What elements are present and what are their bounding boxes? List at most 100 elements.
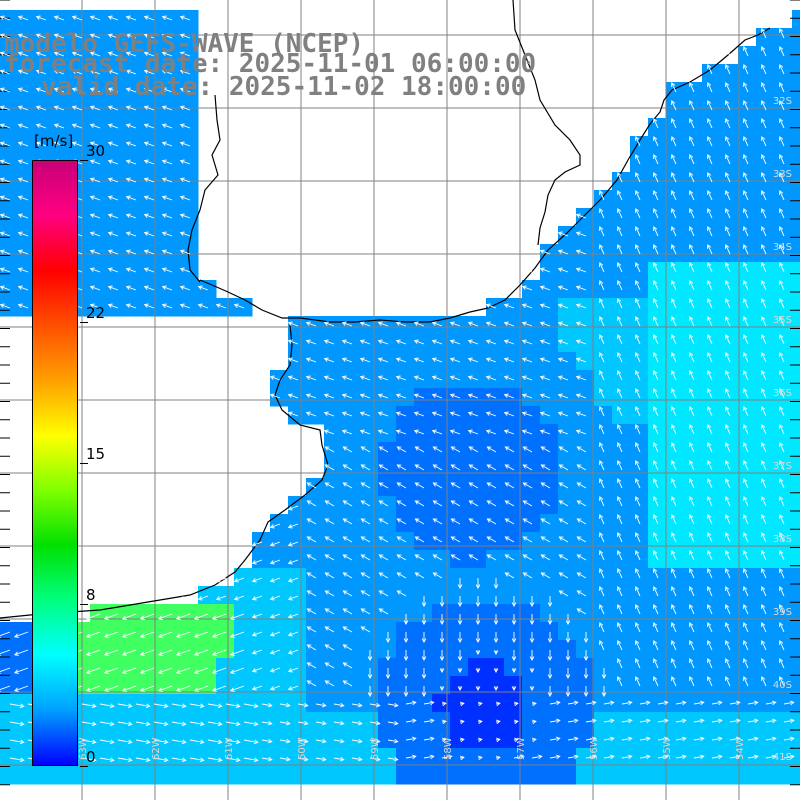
field-cell: [468, 568, 487, 587]
model-title: modelo GEFS-WAVE (NCEP): [4, 29, 365, 59]
field-cell: [108, 766, 127, 785]
wind-arrow: [81, 757, 97, 763]
wind-arrow: [431, 321, 443, 327]
wind-arrow: [707, 298, 713, 309]
wind-arrow: [725, 190, 731, 201]
wind-arrow: [125, 249, 137, 255]
field-cell: [486, 586, 505, 605]
field-cell: [108, 712, 127, 731]
wind-arrow: [378, 572, 389, 579]
wind-arrow: [743, 298, 749, 309]
wind-arrow: [521, 357, 533, 363]
field-cell: [630, 694, 649, 713]
wind-arrow: [725, 442, 731, 453]
field-cell: [18, 640, 37, 659]
wind-arrow: [121, 667, 137, 674]
wind-arrow: [251, 631, 263, 637]
wind-arrow: [305, 411, 317, 417]
wind-arrow: [287, 541, 299, 547]
wind-arrow: [324, 590, 335, 597]
wind-arrow: [207, 703, 223, 709]
wind-arrow: [125, 195, 137, 201]
wind-arrow: [378, 608, 389, 615]
wind-arrow: [707, 154, 713, 165]
field-cell: [522, 640, 541, 659]
field-cell: [54, 10, 73, 29]
field-cell: [486, 748, 505, 767]
field-cell: [288, 352, 307, 371]
wind-arrow: [635, 550, 641, 561]
wind-arrow: [305, 321, 317, 327]
wind-arrow: [529, 614, 535, 625]
field-cell: [720, 694, 739, 713]
field-cell: [378, 712, 397, 731]
wind-arrow: [689, 280, 695, 291]
field-cell: [414, 658, 433, 677]
wind-arrow: [599, 496, 605, 507]
wind-arrow: [360, 518, 371, 525]
wind-arrow: [707, 280, 713, 291]
wind-arrow: [725, 226, 731, 237]
field-cell: [396, 622, 415, 641]
wind-arrow: [689, 532, 695, 543]
wind-arrow: [603, 718, 615, 724]
wind-arrow: [385, 668, 391, 679]
wind-arrow: [403, 686, 409, 697]
field-cell: [468, 334, 487, 353]
field-cell: [18, 244, 37, 263]
field-cell: [126, 208, 145, 227]
field-cell: [198, 604, 217, 623]
wind-arrow: [529, 686, 535, 691]
field-cell: [450, 334, 469, 353]
wind-arrow: [306, 662, 317, 669]
wind-arrow: [297, 738, 309, 744]
wind-arrow: [341, 393, 353, 399]
wind-arrow: [575, 303, 587, 309]
wind-arrow: [653, 118, 659, 129]
field-cell: [630, 766, 649, 785]
wind-arrow: [89, 159, 101, 165]
wind-arrow: [725, 244, 731, 255]
wind-arrow: [121, 613, 137, 620]
wind-arrow: [117, 739, 133, 745]
field-cell: [342, 424, 361, 443]
wind-arrow: [403, 632, 409, 643]
wind-arrow: [333, 702, 345, 708]
wind-arrow: [511, 668, 517, 673]
wind-arrow: [211, 685, 227, 692]
field-cell: [288, 496, 307, 515]
field-cell: [360, 712, 379, 731]
wind-arrow: [107, 213, 119, 219]
wind-arrow: [653, 406, 659, 417]
wind-arrow: [557, 339, 569, 345]
wind-arrow: [725, 424, 731, 435]
field-cell: [486, 730, 505, 749]
field-cell: [126, 190, 145, 209]
field-cell: [792, 640, 800, 659]
wind-arrow: [17, 105, 29, 111]
field-cell: [252, 550, 271, 569]
wind-arrow: [360, 446, 371, 453]
wind-arrow: [35, 123, 47, 129]
wind-arrow: [35, 105, 47, 111]
wind-arrow: [85, 631, 101, 638]
wind-arrow: [671, 352, 677, 363]
field-cell: [666, 712, 685, 731]
wind-arrow: [297, 720, 309, 726]
field-cell: [324, 694, 343, 713]
wind-arrow: [617, 568, 623, 579]
wind-arrow: [53, 51, 65, 57]
wind-arrow: [341, 321, 353, 327]
wind-arrow: [421, 632, 427, 643]
wind-arrow: [521, 267, 533, 273]
wind-arrow: [635, 568, 641, 579]
field-cell: [18, 730, 37, 749]
wind-arrow: [403, 668, 409, 679]
wind-arrow: [467, 411, 479, 417]
field-cell: [486, 334, 505, 353]
field-cell: [0, 154, 19, 173]
field-cell: [108, 640, 127, 659]
wind-arrow: [432, 572, 443, 579]
field-cell: [36, 136, 55, 155]
wind-arrow: [549, 754, 561, 760]
